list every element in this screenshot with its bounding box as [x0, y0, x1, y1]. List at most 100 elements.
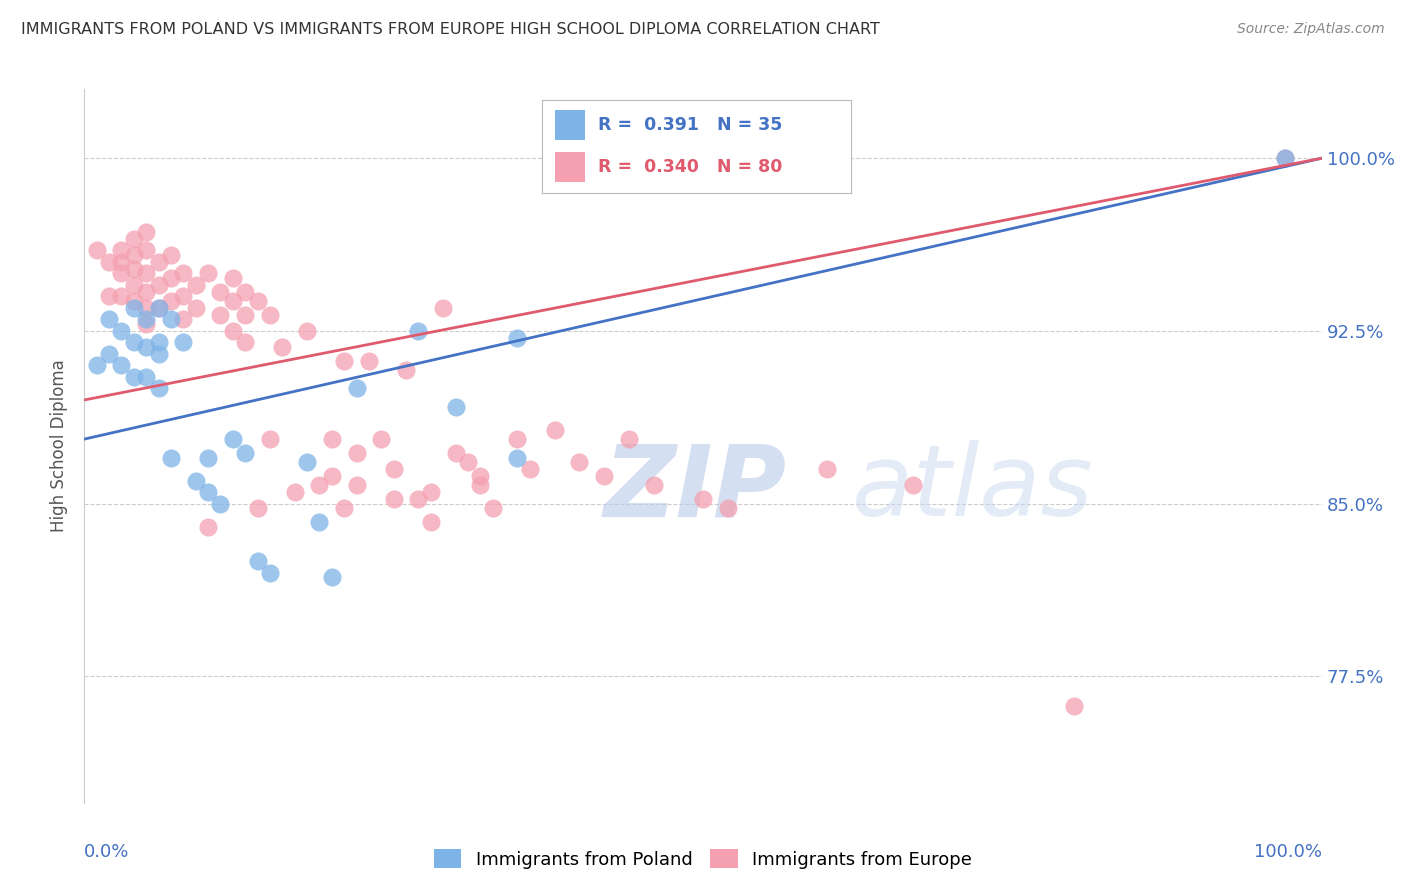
Point	[333, 354, 356, 368]
Point	[135, 301, 157, 315]
Point	[122, 232, 145, 246]
Point	[419, 515, 441, 529]
Point	[222, 324, 245, 338]
Point	[110, 244, 132, 258]
Point	[197, 519, 219, 533]
Point	[419, 485, 441, 500]
Point	[86, 244, 108, 258]
Text: IMMIGRANTS FROM POLAND VS IMMIGRANTS FROM EUROPE HIGH SCHOOL DIPLOMA CORRELATION: IMMIGRANTS FROM POLAND VS IMMIGRANTS FRO…	[21, 22, 880, 37]
Point	[122, 370, 145, 384]
Point	[172, 266, 194, 280]
Point	[184, 474, 207, 488]
Point	[135, 317, 157, 331]
Point	[457, 455, 479, 469]
Point	[308, 515, 330, 529]
Point	[98, 289, 121, 303]
Point	[333, 501, 356, 516]
Point	[209, 497, 232, 511]
Point	[197, 266, 219, 280]
Point	[321, 570, 343, 584]
Point	[110, 324, 132, 338]
Point	[148, 255, 170, 269]
Legend: Immigrants from Poland, Immigrants from Europe: Immigrants from Poland, Immigrants from …	[427, 842, 979, 876]
Point	[160, 450, 183, 465]
Point	[98, 347, 121, 361]
Text: ZIP: ZIP	[605, 441, 787, 537]
Point	[135, 244, 157, 258]
Point	[470, 469, 492, 483]
Point	[160, 312, 183, 326]
Point	[148, 277, 170, 292]
Point	[470, 478, 492, 492]
Point	[110, 289, 132, 303]
Point	[246, 293, 269, 308]
Point	[122, 293, 145, 308]
Point	[222, 271, 245, 285]
Point	[122, 301, 145, 315]
Point	[148, 301, 170, 315]
Point	[346, 478, 368, 492]
Point	[98, 255, 121, 269]
Point	[321, 469, 343, 483]
Point	[172, 335, 194, 350]
Point	[815, 462, 838, 476]
Point	[148, 335, 170, 350]
Y-axis label: High School Diploma: High School Diploma	[51, 359, 69, 533]
Point	[135, 266, 157, 280]
Point	[122, 277, 145, 292]
Point	[98, 312, 121, 326]
Point	[122, 261, 145, 276]
Point	[506, 331, 529, 345]
Point	[122, 335, 145, 350]
Point	[148, 301, 170, 315]
Point	[160, 293, 183, 308]
Point	[160, 271, 183, 285]
Point	[321, 432, 343, 446]
Point	[692, 491, 714, 506]
Point	[1274, 151, 1296, 165]
Point	[110, 255, 132, 269]
Point	[233, 285, 256, 299]
Point	[1063, 699, 1085, 714]
Point	[717, 501, 740, 516]
Point	[346, 446, 368, 460]
Point	[172, 289, 194, 303]
Text: atlas: atlas	[852, 441, 1092, 537]
Point	[110, 359, 132, 373]
Point	[148, 347, 170, 361]
Point	[357, 354, 380, 368]
Point	[444, 446, 467, 460]
Point	[481, 501, 503, 516]
Point	[184, 301, 207, 315]
Point	[259, 566, 281, 580]
Point	[135, 225, 157, 239]
Point	[903, 478, 925, 492]
Point	[110, 266, 132, 280]
Point	[271, 340, 294, 354]
Point	[246, 554, 269, 568]
Point	[444, 400, 467, 414]
Point	[135, 340, 157, 354]
Point	[135, 285, 157, 299]
Point	[259, 308, 281, 322]
Point	[1274, 151, 1296, 165]
Point	[135, 370, 157, 384]
Point	[184, 277, 207, 292]
Point	[408, 324, 430, 338]
Point	[506, 450, 529, 465]
Point	[432, 301, 454, 315]
Point	[506, 432, 529, 446]
Point	[209, 285, 232, 299]
Point	[148, 381, 170, 395]
Point	[519, 462, 541, 476]
Point	[395, 363, 418, 377]
Point	[135, 312, 157, 326]
Point	[246, 501, 269, 516]
Point	[295, 455, 318, 469]
Point	[233, 308, 256, 322]
Point	[408, 491, 430, 506]
Point	[209, 308, 232, 322]
Point	[172, 312, 194, 326]
Point	[382, 462, 405, 476]
Point	[295, 324, 318, 338]
